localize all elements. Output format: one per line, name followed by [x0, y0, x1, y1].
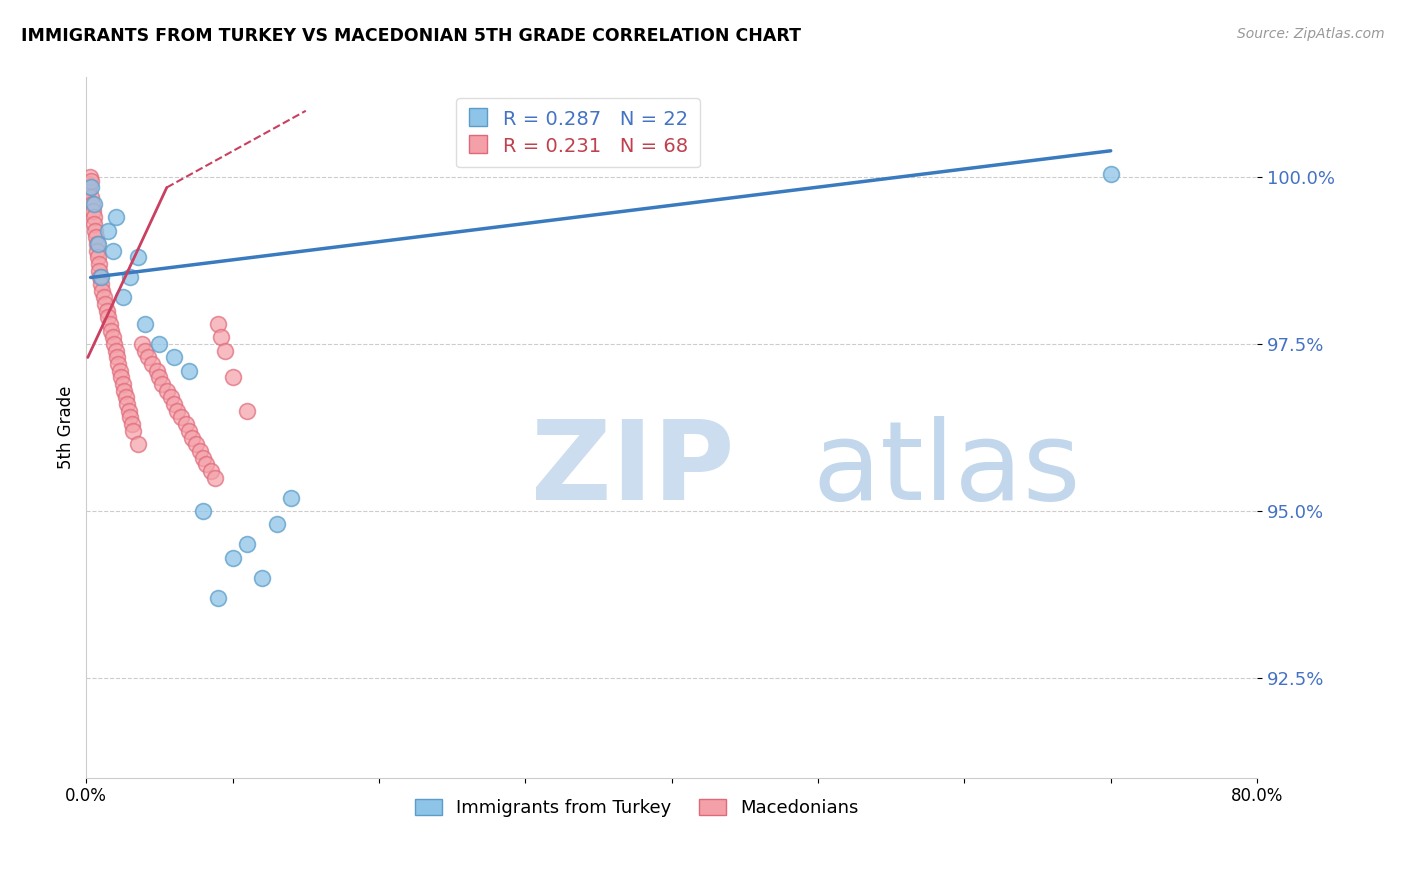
- Point: [107, 357, 129, 371]
- Point: [184, 437, 207, 451]
- Point: [120, 270, 142, 285]
- Point: [79, 180, 101, 194]
- Point: [190, 443, 212, 458]
- Point: [91, 284, 114, 298]
- Point: [83, 217, 105, 231]
- Point: [79, 170, 101, 185]
- Point: [94, 297, 117, 311]
- Point: [163, 351, 186, 365]
- Text: IMMIGRANTS FROM TURKEY VS MACEDONIAN 5TH GRADE CORRELATION CHART: IMMIGRANTS FROM TURKEY VS MACEDONIAN 5TH…: [21, 27, 801, 45]
- Point: [104, 343, 127, 358]
- Point: [221, 550, 243, 565]
- Point: [195, 457, 218, 471]
- Point: [160, 391, 183, 405]
- Point: [127, 251, 149, 265]
- Point: [97, 310, 120, 325]
- Point: [82, 197, 104, 211]
- Point: [84, 230, 107, 244]
- Point: [207, 591, 229, 605]
- Text: Source: ZipAtlas.com: Source: ZipAtlas.com: [1237, 27, 1385, 41]
- Point: [134, 317, 156, 331]
- Point: [87, 257, 110, 271]
- Point: [100, 324, 122, 338]
- Point: [204, 470, 226, 484]
- Point: [101, 244, 124, 258]
- Point: [266, 517, 288, 532]
- Point: [122, 424, 145, 438]
- Point: [236, 404, 259, 418]
- Point: [214, 343, 236, 358]
- Point: [1099, 167, 1122, 181]
- Point: [82, 203, 104, 218]
- Point: [89, 270, 111, 285]
- Point: [134, 343, 156, 358]
- Point: [141, 357, 163, 371]
- Point: [148, 337, 170, 351]
- Point: [131, 337, 153, 351]
- Point: [163, 397, 186, 411]
- Point: [148, 370, 170, 384]
- Point: [77, 184, 100, 198]
- Point: [193, 450, 215, 465]
- Point: [77, 180, 100, 194]
- Point: [103, 337, 125, 351]
- Point: [250, 570, 273, 584]
- Point: [89, 264, 111, 278]
- Point: [76, 177, 98, 191]
- Point: [83, 211, 105, 225]
- Point: [96, 303, 118, 318]
- Point: [98, 317, 121, 331]
- Y-axis label: 5th Grade: 5th Grade: [58, 386, 75, 469]
- Point: [121, 417, 143, 432]
- Point: [193, 504, 215, 518]
- Point: [90, 270, 112, 285]
- Point: [108, 364, 131, 378]
- Point: [86, 244, 108, 258]
- Point: [93, 290, 115, 304]
- Point: [83, 197, 105, 211]
- Text: ZIP: ZIP: [531, 416, 734, 523]
- Point: [156, 384, 179, 398]
- Point: [87, 237, 110, 252]
- Point: [105, 351, 128, 365]
- Point: [86, 237, 108, 252]
- Point: [90, 277, 112, 292]
- Point: [80, 190, 103, 204]
- Point: [221, 370, 243, 384]
- Point: [104, 211, 127, 225]
- Point: [118, 404, 141, 418]
- Point: [136, 351, 159, 365]
- Point: [112, 384, 135, 398]
- Point: [174, 417, 197, 432]
- Point: [84, 224, 107, 238]
- Point: [209, 330, 232, 344]
- Point: [127, 437, 149, 451]
- Point: [200, 464, 222, 478]
- Point: [177, 424, 200, 438]
- Point: [166, 404, 188, 418]
- Point: [120, 410, 142, 425]
- Point: [101, 330, 124, 344]
- Point: [180, 430, 202, 444]
- Point: [114, 391, 136, 405]
- Point: [117, 397, 139, 411]
- Point: [110, 370, 132, 384]
- Point: [79, 174, 101, 188]
- Point: [111, 290, 134, 304]
- Point: [207, 317, 229, 331]
- Point: [145, 364, 167, 378]
- Point: [111, 377, 134, 392]
- Point: [280, 491, 302, 505]
- Point: [170, 410, 193, 425]
- Point: [87, 251, 110, 265]
- Point: [177, 364, 200, 378]
- Point: [150, 377, 173, 392]
- Point: [97, 224, 120, 238]
- Text: atlas: atlas: [813, 416, 1081, 523]
- Point: [236, 537, 259, 551]
- Legend: Immigrants from Turkey, Macedonians: Immigrants from Turkey, Macedonians: [408, 792, 866, 824]
